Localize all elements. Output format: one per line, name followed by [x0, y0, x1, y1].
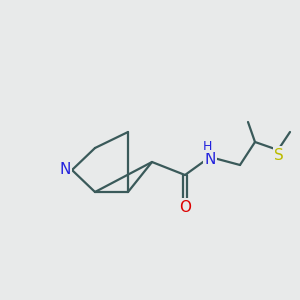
- Text: N: N: [59, 163, 71, 178]
- Text: S: S: [274, 148, 284, 163]
- Text: O: O: [179, 200, 191, 214]
- Text: H: H: [202, 140, 212, 152]
- Text: N: N: [204, 152, 216, 166]
